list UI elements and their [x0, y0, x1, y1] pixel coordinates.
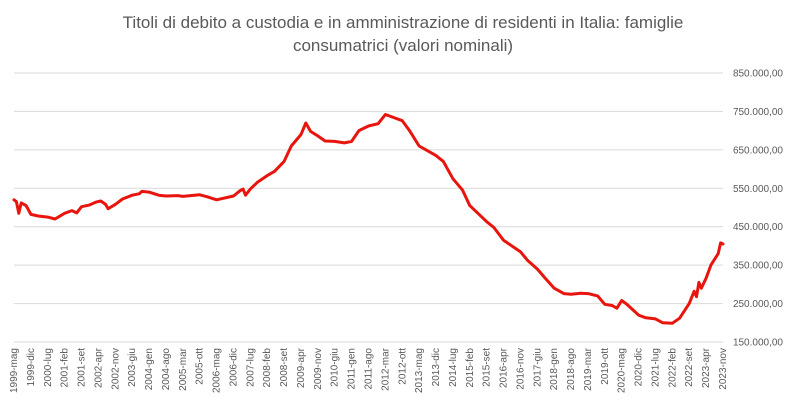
x-tick-label: 2012-mar	[380, 347, 391, 390]
x-tick-label: 2012-ott	[397, 348, 408, 385]
x-tick-label: 2008-feb	[262, 348, 273, 388]
x-tick-label: 2019-ott	[600, 348, 611, 385]
x-tick-label: 2003-giu	[127, 348, 138, 387]
x-tick-label: 2017-giu	[532, 348, 543, 387]
x-tick-label: 2008-set	[279, 348, 290, 387]
x-axis-ticks: 1999-mag 1999-dic 2000-lug 2001-feb 2001-set…	[9, 347, 729, 393]
x-tick-label: 2007-lug	[245, 348, 256, 387]
x-tick-label: 2022-set	[684, 348, 695, 387]
x-tick-label: 2019-mar	[583, 347, 594, 390]
series-line	[12, 113, 725, 325]
x-tick-label: 2018-ago	[566, 348, 577, 391]
y-tick-label: 850.000,00	[733, 69, 783, 80]
x-tick-label: 2006-mag	[212, 348, 223, 393]
x-tick-label: 2004-ago	[161, 348, 172, 391]
gridlines	[14, 72, 723, 343]
y-tick-label: 550.000,00	[733, 184, 783, 195]
y-tick-label: 750.000,00	[733, 107, 783, 118]
x-tick-label: 2018-gen	[549, 348, 560, 390]
x-tick-label: 2023-nov	[718, 348, 729, 390]
chart-title-line-1: Titoli di debito a custodia e in amminis…	[123, 13, 684, 32]
y-tick-label: 450.000,00	[733, 222, 783, 233]
x-tick-label: 2014-lug	[448, 348, 459, 387]
y-tick-label: 350.000,00	[733, 261, 783, 272]
x-tick-label: 2020-mag	[617, 348, 628, 393]
x-tick-label: 2000-lug	[43, 348, 54, 387]
x-tick-label: 2002-nov	[110, 348, 121, 390]
x-tick-label: 2016-apr	[499, 347, 510, 388]
x-tick-label: 2004-gen	[144, 348, 155, 390]
x-tick-label: 2001-set	[77, 348, 88, 387]
x-tick-label: 2013-dic	[431, 348, 442, 386]
y-tick-label: 150.000,00	[733, 338, 783, 349]
y-tick-label: 650.000,00	[733, 145, 783, 156]
x-tick-label: 2021-lug	[650, 348, 661, 387]
chart-title-line-2: consumatrici (valori nominali)	[293, 36, 513, 55]
x-tick-label: 2005-mar	[178, 347, 189, 390]
x-tick-label: 2020-dic	[634, 348, 645, 386]
y-tick-label: 250.000,00	[733, 299, 783, 310]
x-tick-label: 2013-mag	[414, 348, 425, 393]
x-tick-label: 2011-gen	[347, 348, 358, 390]
x-tick-label: 1999-dic	[26, 348, 37, 386]
x-tick-label: 2006-dic	[228, 348, 239, 386]
x-tick-label: 2009-nov	[313, 348, 324, 390]
x-tick-label: 2011-ago	[364, 348, 375, 390]
x-tick-label: 1999-mag	[9, 348, 20, 393]
x-tick-label: 2009-apr	[296, 347, 307, 388]
y-axis-ticks: 150.000,00 250.000,00 350.000,00 450.000,00…	[733, 69, 783, 349]
x-tick-label: 2010-giu	[330, 348, 341, 387]
x-tick-label: 2023-apr	[701, 347, 712, 388]
x-tick-label: 2005-ott	[195, 348, 206, 385]
x-tick-label: 2016-nov	[515, 348, 526, 390]
x-tick-label: 2015-set	[482, 348, 493, 387]
x-tick-label: 2001-feb	[60, 348, 71, 388]
x-tick-label: 2015-feb	[465, 348, 476, 388]
x-tick-label: 2002-apr	[93, 347, 104, 388]
x-tick-label: 2022-feb	[667, 348, 678, 388]
